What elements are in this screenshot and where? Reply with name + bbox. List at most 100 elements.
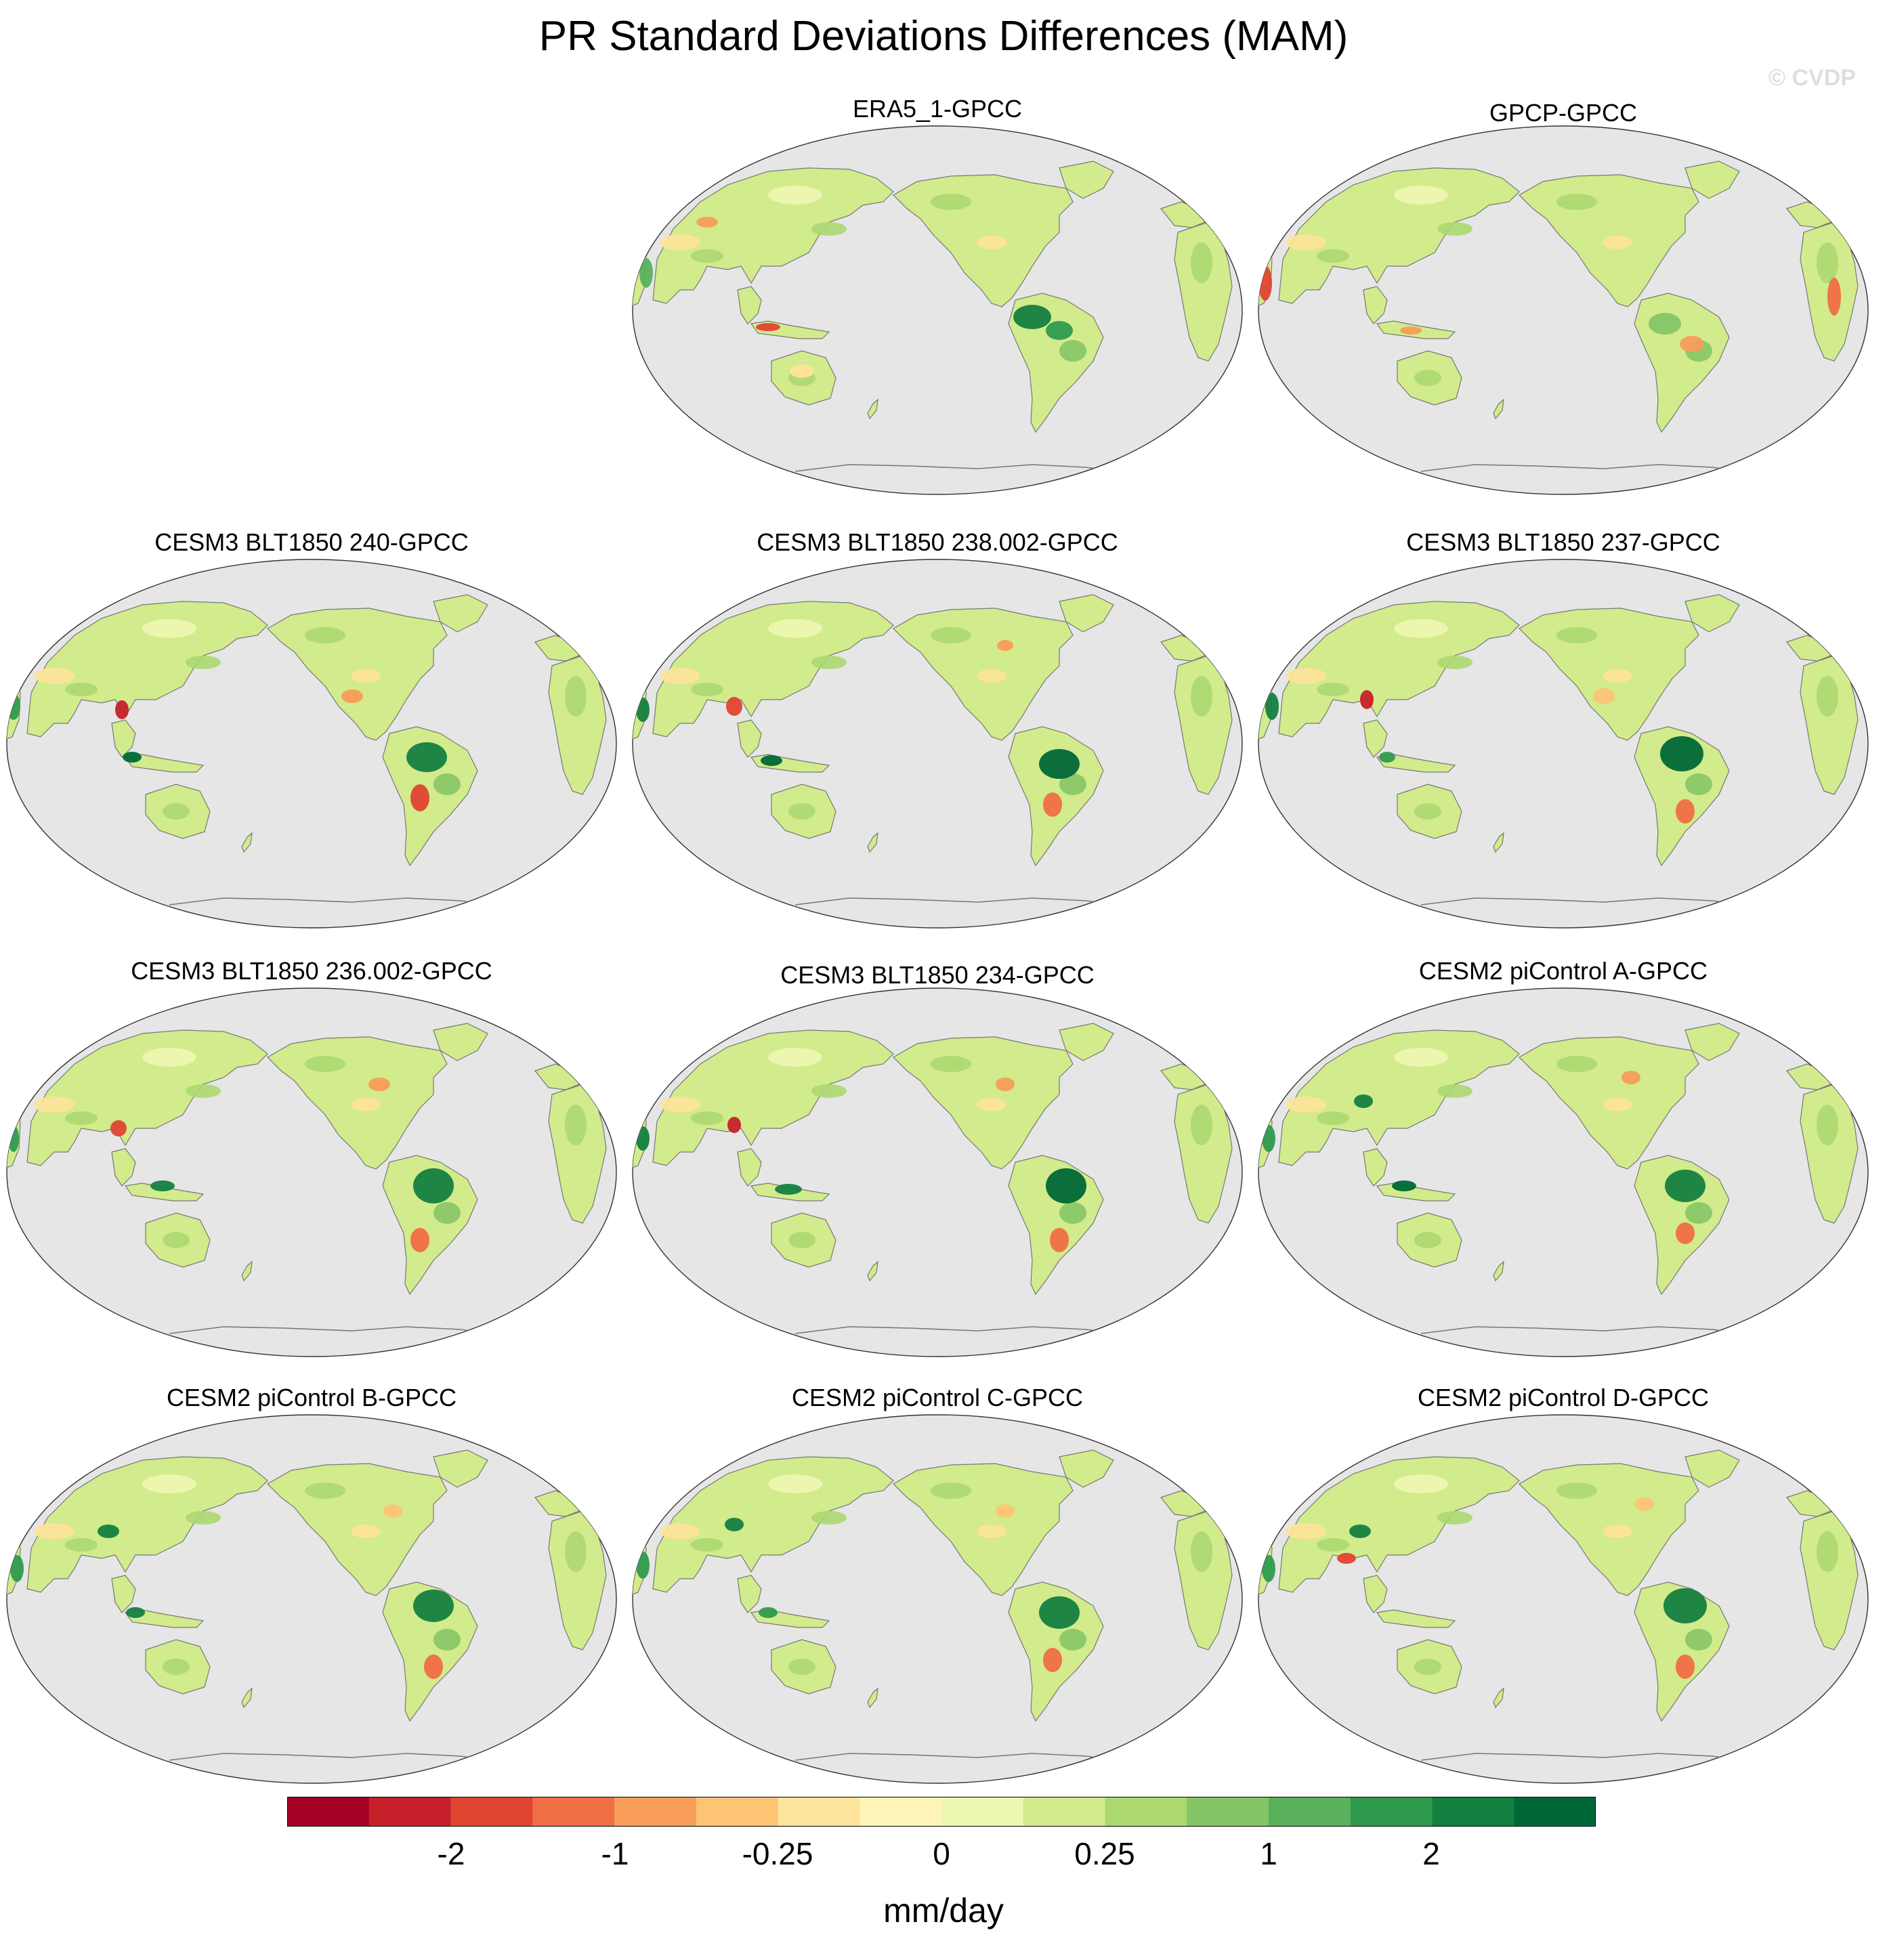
world-map — [632, 559, 1243, 929]
world-map — [632, 125, 1243, 495]
colorbar-tick-label: 1 — [1260, 1836, 1277, 1871]
land-greenland — [433, 1023, 488, 1061]
land-greenland — [433, 1449, 488, 1488]
land-nz — [867, 1260, 878, 1282]
coastline-antarctica — [169, 897, 502, 907]
land-nz — [867, 398, 878, 420]
panel-title: CESM3 BLT1850 236.002-GPCC — [131, 957, 492, 985]
world-map — [1258, 987, 1869, 1357]
land-nz — [1493, 398, 1504, 420]
land-seasia — [737, 1148, 762, 1187]
world-map — [1258, 125, 1869, 495]
world-map — [6, 1414, 617, 1784]
land-nz — [241, 832, 253, 853]
colorbar-swatch — [1514, 1797, 1596, 1827]
land-seasia — [111, 1575, 136, 1613]
world-map — [6, 559, 617, 929]
figure-title: PR Standard Deviations Differences (MAM) — [538, 13, 1349, 60]
colorbar-swatch — [1350, 1797, 1433, 1827]
panel-title: ERA5_1-GPCC — [852, 95, 1023, 123]
land-greenland — [1059, 1449, 1114, 1488]
colorbar-swatch — [1432, 1797, 1514, 1827]
coastline-antarctica — [1420, 1753, 1754, 1762]
colorbar-tick-label: -0.25 — [742, 1836, 813, 1871]
land-samerica — [382, 1155, 478, 1296]
land-seasia — [737, 719, 762, 758]
land-seasia — [737, 286, 762, 324]
map-panel: CESM2 piControl B-GPCC — [0, 1384, 623, 1790]
colorbar-tick-label: -1 — [601, 1836, 629, 1871]
land-indonesia — [1376, 1609, 1456, 1628]
land-seasia — [737, 1575, 762, 1613]
land-greenland — [1059, 594, 1114, 633]
land-seasia — [1363, 1148, 1388, 1187]
land-seasia — [1363, 1575, 1388, 1613]
coastline-antarctica — [169, 1753, 502, 1762]
panel-title: CESM3 BLT1850 234-GPCC — [780, 961, 1095, 989]
colorbar-swatch — [368, 1797, 451, 1827]
colorbar-tick-label: 0.25 — [1074, 1836, 1135, 1871]
map-panel: GPCP-GPCC — [1252, 95, 1875, 501]
colorbar-swatch — [287, 1797, 370, 1827]
colorbar-swatch — [778, 1797, 860, 1827]
map-panel: CESM3 BLT1850 234-GPCC — [626, 957, 1249, 1363]
coastline-antarctica — [794, 464, 1128, 473]
land-nz — [1493, 832, 1504, 853]
land-greenland — [433, 594, 488, 633]
land-nz — [241, 1687, 253, 1709]
map-panel: ERA5_1-GPCC — [626, 95, 1249, 501]
land-greenland — [1059, 161, 1114, 199]
colorbar-swatch — [614, 1797, 697, 1827]
colorbar — [287, 1797, 1596, 1827]
panel-title: CESM3 BLT1850 237-GPCC — [1406, 528, 1720, 556]
land-nz — [1493, 1687, 1504, 1709]
land-greenland — [1684, 161, 1740, 199]
land-seasia — [1363, 286, 1388, 324]
colorbar-tick-label: -2 — [437, 1836, 465, 1871]
coastline-antarctica — [794, 897, 1128, 907]
land-indonesia — [1376, 754, 1456, 773]
panel-title: CESM2 piControl B-GPCC — [166, 1384, 457, 1411]
colorbar-swatch — [1105, 1797, 1187, 1827]
panel-title: CESM2 piControl D-GPCC — [1417, 1384, 1710, 1411]
panel-title: CESM2 piControl A-GPCC — [1418, 957, 1708, 985]
panel-title: CESM3 BLT1850 238.002-GPCC — [757, 528, 1118, 556]
land-greenland — [1059, 1023, 1114, 1061]
coastline-antarctica — [169, 1326, 502, 1336]
colorbar-units: mm/day — [883, 1892, 1004, 1930]
colorbar-swatch — [1187, 1797, 1269, 1827]
colorbar-swatch — [450, 1797, 533, 1827]
land-indonesia — [124, 754, 205, 773]
colorbar-tick-label: 0 — [933, 1836, 950, 1871]
land-seasia — [111, 719, 136, 758]
colorbar-tick-label: 2 — [1422, 1836, 1440, 1871]
land-seasia — [111, 1148, 136, 1187]
map-panel: CESM3 BLT1850 240-GPCC — [0, 528, 623, 935]
land-samerica — [382, 1581, 478, 1722]
coastline-antarctica — [1420, 464, 1754, 473]
land-nz — [1493, 1260, 1504, 1282]
coastline-antarctica — [794, 1753, 1128, 1762]
panel-title: CESM3 BLT1850 240-GPCC — [154, 528, 469, 556]
colorbar-swatch — [1269, 1797, 1351, 1827]
map-panel: CESM2 piControl D-GPCC — [1252, 1384, 1875, 1790]
panel-title: GPCP-GPCC — [1489, 99, 1638, 127]
map-panel: CESM3 BLT1850 237-GPCC — [1252, 528, 1875, 935]
land-samerica — [1634, 1581, 1730, 1722]
world-map — [632, 1414, 1243, 1784]
land-samerica — [382, 726, 478, 867]
world-map — [1258, 559, 1869, 929]
world-map — [6, 987, 617, 1357]
colorbar-swatch — [860, 1797, 942, 1827]
map-panel: CESM2 piControl C-GPCC — [626, 1384, 1249, 1790]
coastline-antarctica — [794, 1326, 1128, 1336]
land-seasia — [1363, 719, 1388, 758]
land-nz — [867, 832, 878, 853]
watermark: © CVDP — [1768, 65, 1856, 91]
coastline-antarctica — [1420, 1326, 1754, 1336]
coastline-antarctica — [1420, 897, 1754, 907]
panel-title: CESM2 piControl C-GPCC — [791, 1384, 1084, 1411]
land-greenland — [1684, 1023, 1740, 1061]
land-greenland — [1684, 594, 1740, 633]
colorbar-swatch — [1023, 1797, 1105, 1827]
